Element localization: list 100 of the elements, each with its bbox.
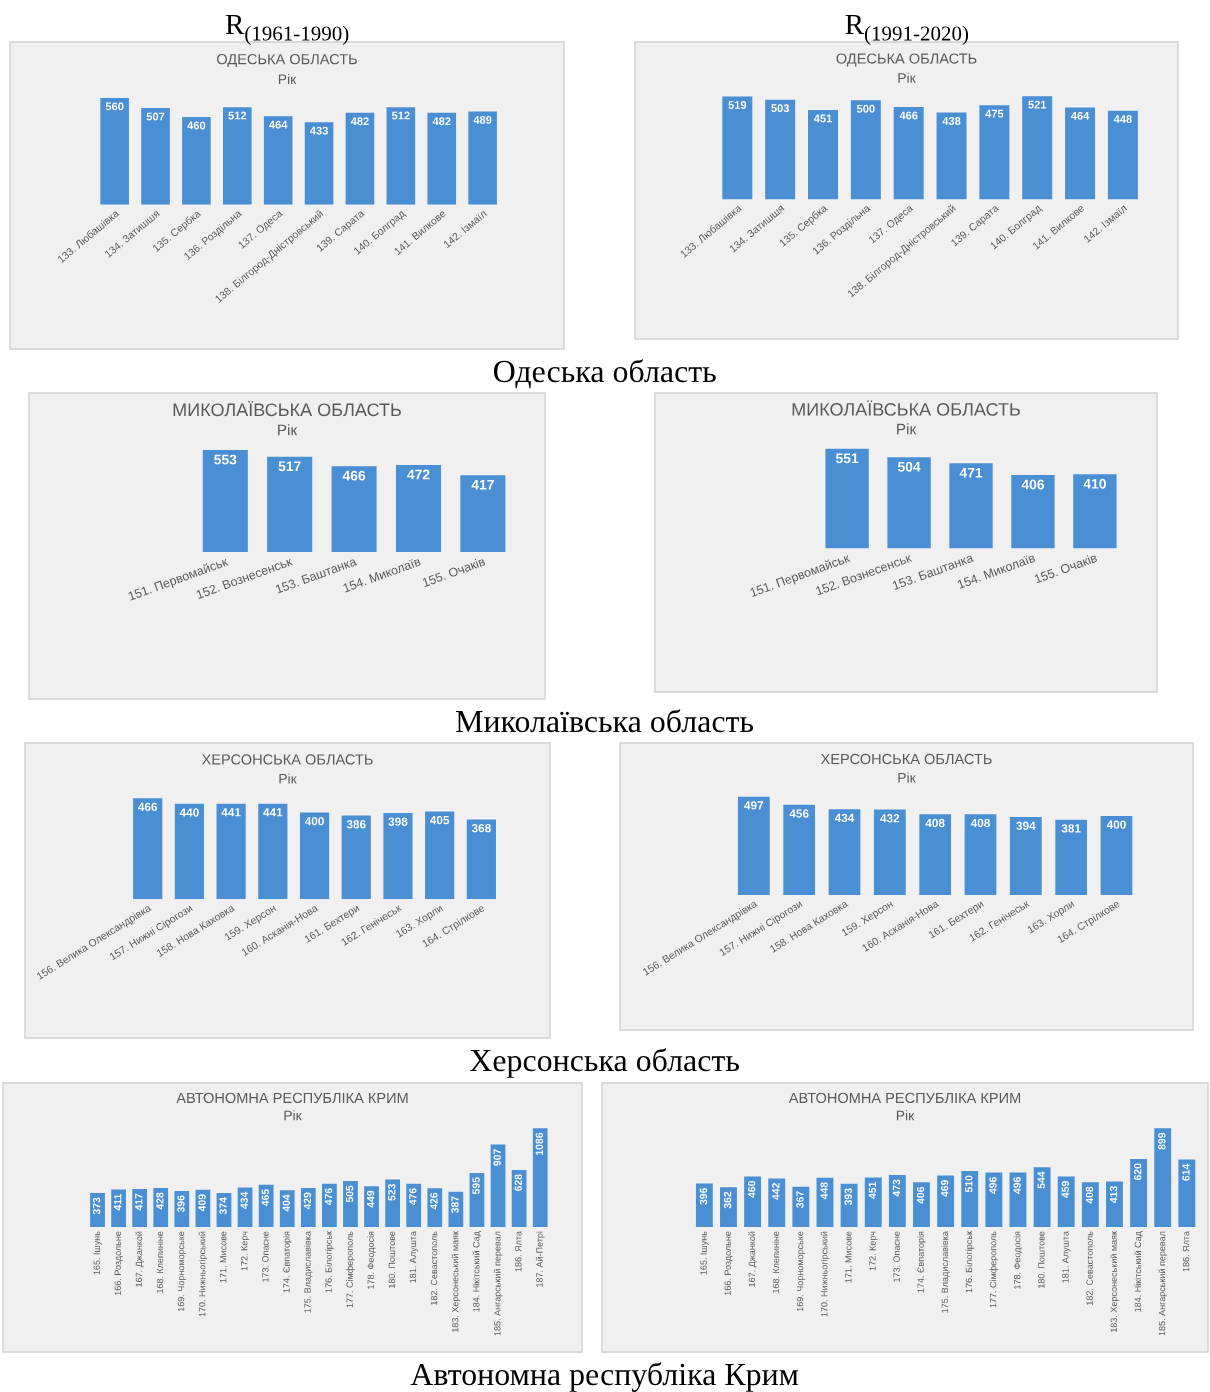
x-tick-label: 169. Чорноморське	[177, 1231, 187, 1312]
x-tick-label: 172. Керч	[241, 1231, 250, 1271]
data-label: 523	[388, 1183, 396, 1201]
bar	[425, 811, 455, 900]
bar	[1057, 1176, 1075, 1227]
bar	[937, 1175, 955, 1227]
chart-title: МИКОЛАЇВСЬКА ОБЛАСТЬ	[792, 400, 1020, 416]
data-label: 560	[105, 102, 124, 111]
chart-subtitle: Рік	[898, 72, 916, 83]
data-label: 503	[771, 104, 790, 113]
data-label: 432	[880, 814, 900, 823]
text: Автономна республіка Крим	[410, 1362, 799, 1392]
chart-subtitle: Рік	[898, 772, 916, 783]
bar	[792, 1186, 810, 1227]
bar	[263, 116, 293, 205]
data-label: 473	[892, 1179, 901, 1197]
chart-title: АВТОНОМНА РЕСПУБЛІКА КРИМ	[176, 1092, 408, 1104]
bar	[873, 809, 906, 896]
x-tick-label: 185. Ангарський перевал	[1158, 1231, 1168, 1336]
data-label: 496	[1013, 1177, 1021, 1194]
x-tick-label: 168. Клепиніне	[772, 1231, 780, 1293]
data-label: 408	[925, 818, 945, 828]
data-label: 400	[304, 817, 324, 826]
text: Херсонська область	[469, 1048, 739, 1078]
chart-subtitle: Рік	[284, 1110, 302, 1121]
data-label: 411	[114, 1194, 122, 1211]
bar	[783, 804, 816, 896]
data-label: 628	[514, 1174, 522, 1192]
x-tick-label: 177. Сімферополь	[346, 1231, 355, 1308]
x-tick-label: 175. Владиславівка	[304, 1231, 313, 1313]
x-tick-label: 184. Нікітський Сад	[472, 1231, 482, 1312]
bar	[386, 107, 416, 205]
x-tick-label: 165. Ішунь	[93, 1231, 102, 1275]
bar	[267, 456, 313, 553]
bar	[1130, 1158, 1148, 1227]
data-label: 553	[214, 454, 237, 465]
bar	[141, 108, 170, 205]
bar	[427, 112, 457, 205]
data-label: 620	[1134, 1163, 1142, 1181]
data-label: 374	[219, 1197, 227, 1215]
bar	[406, 1183, 422, 1227]
bar	[133, 798, 163, 900]
bar	[1154, 1128, 1172, 1227]
bar	[216, 803, 246, 900]
data-label: 396	[699, 1188, 708, 1205]
data-label: 449	[366, 1190, 375, 1208]
bar	[1107, 110, 1138, 200]
bar	[893, 107, 924, 200]
bar	[258, 803, 288, 900]
data-label: 551	[835, 453, 859, 464]
data-label: 464	[1070, 111, 1090, 120]
data-label: 428	[156, 1192, 164, 1210]
bar	[722, 96, 753, 200]
data-label: 519	[728, 101, 747, 109]
bar	[174, 803, 205, 900]
x-tick-label: 171. Мисове	[845, 1231, 852, 1283]
data-label: 440	[179, 808, 199, 817]
data-label: 460	[187, 121, 206, 130]
data-label: 505	[345, 1185, 354, 1203]
bar	[460, 475, 506, 553]
bar	[532, 1128, 548, 1227]
x-tick-label: 176. Білогірськ	[325, 1231, 334, 1293]
data-label: 476	[324, 1188, 333, 1206]
data-label: 489	[473, 115, 492, 124]
x-tick-label: 174. Євпаторія	[283, 1231, 292, 1293]
bar	[840, 1183, 858, 1227]
data-label: 410	[1083, 478, 1106, 489]
data-label: 387	[451, 1196, 459, 1214]
bar	[949, 463, 993, 549]
data-label: 442	[772, 1183, 780, 1200]
data-label: 398	[388, 817, 408, 826]
bar	[341, 815, 371, 900]
bar	[985, 1172, 1003, 1227]
x-tick-label: 172. Керч	[869, 1231, 878, 1271]
data-label: 373	[92, 1197, 101, 1215]
chart-title: ОДЕСЬКА ОБЛАСТЬ	[216, 54, 357, 68]
bar	[765, 99, 796, 200]
bar	[364, 1186, 379, 1227]
data-label: 464	[269, 120, 288, 129]
data-label: 362	[723, 1191, 732, 1209]
chart-subtitle: Рік	[279, 773, 297, 784]
bar	[383, 812, 413, 900]
bar	[1073, 474, 1117, 549]
x-tick-label: 171. Мисове	[220, 1231, 227, 1283]
bar	[385, 1179, 401, 1227]
bar	[961, 1170, 979, 1227]
data-label: 465	[261, 1189, 269, 1207]
bar	[1009, 817, 1042, 896]
bar	[299, 812, 330, 900]
bar	[300, 1187, 316, 1227]
data-label: 417	[471, 479, 494, 490]
x-tick-label: 180. Поштове	[1038, 1231, 1045, 1288]
text: Одеська область	[494, 359, 716, 389]
bar	[888, 1175, 906, 1227]
x-tick-label: 186. Ялта	[1182, 1231, 1190, 1272]
data-label: 396	[177, 1195, 185, 1213]
chart-subtitle: Рік	[278, 73, 297, 84]
x-tick-label: 174. Євпаторія	[917, 1231, 926, 1293]
bar	[427, 1188, 443, 1227]
bar	[490, 1144, 506, 1227]
